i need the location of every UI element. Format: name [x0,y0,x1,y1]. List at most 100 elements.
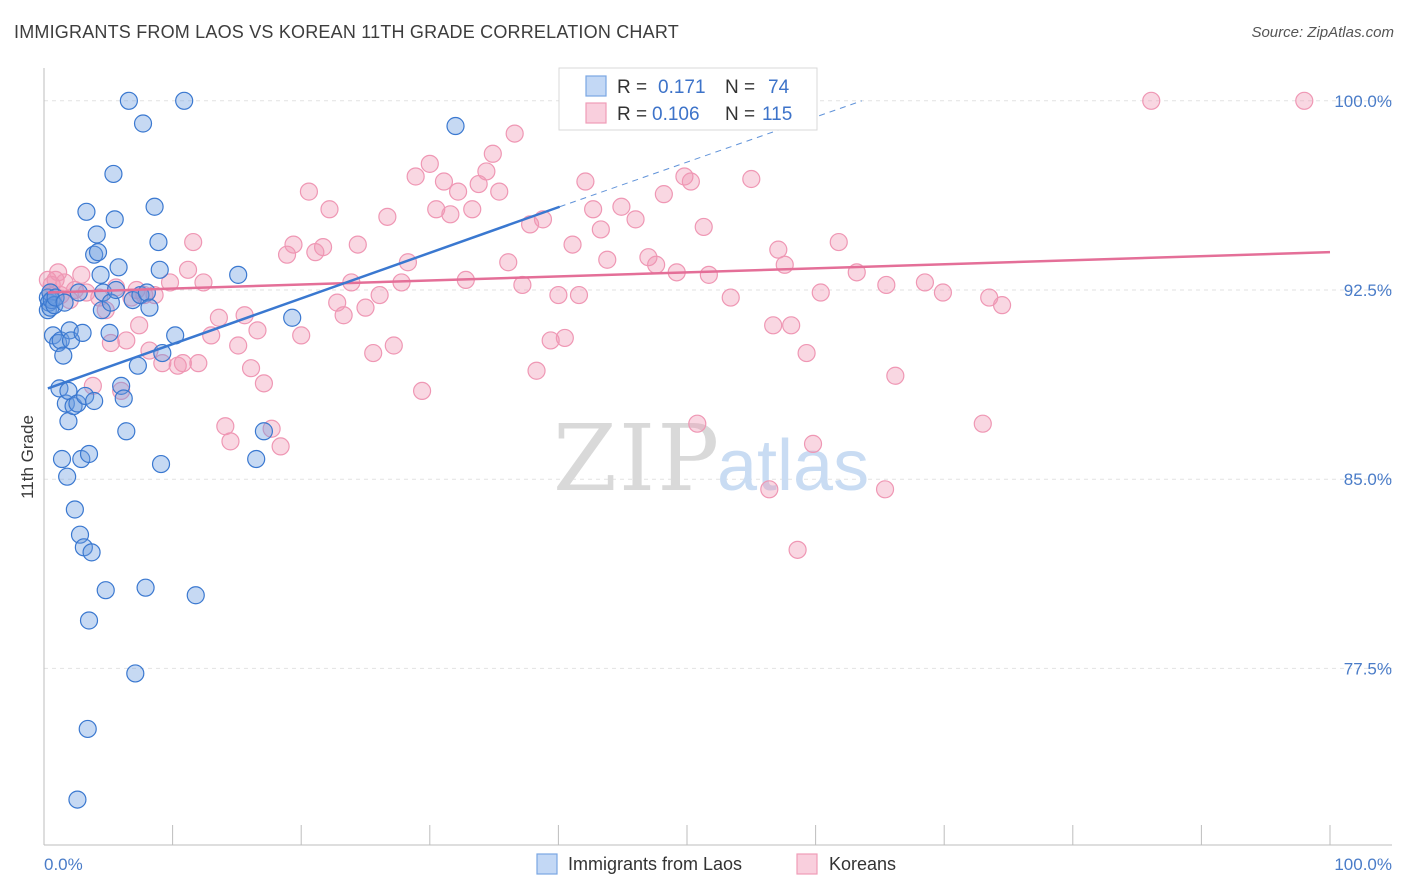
legend-swatch-koreans [585,102,607,124]
point-laos [446,116,465,136]
point-laos [119,91,138,110]
point-koreans [563,235,582,254]
point-koreans [168,356,187,375]
point-koreans [334,306,353,325]
point-koreans [49,263,68,282]
point-koreans [284,235,303,254]
legend-n-label-koreans: N = [725,104,755,125]
point-laos [254,422,274,441]
point-koreans [505,124,524,143]
legend-r-value-laos: 0.171 [658,77,706,98]
y-tick-label: 77.5% [1344,659,1392,678]
point-koreans [72,265,91,284]
point-laos [150,260,169,279]
point-laos [65,500,84,519]
point-laos [85,391,104,411]
point-koreans [384,336,403,355]
legend-n-value-koreans: 115 [762,104,792,125]
point-koreans [803,434,823,453]
legend-n-label-laos: N = [725,77,755,98]
point-koreans [184,232,203,252]
point-laos [78,719,97,739]
point-laos [145,197,164,216]
point-koreans [241,359,261,378]
point-koreans [130,316,149,335]
point-koreans [448,182,468,201]
point-laos [151,454,171,474]
y-tick-label: 100.0% [1334,92,1392,111]
point-laos [283,308,302,327]
point-koreans [992,296,1012,315]
point-koreans [721,288,740,307]
point-koreans [639,248,658,267]
point-koreans [209,308,228,327]
bottom-legend-label-koreans: Koreans [829,854,896,874]
point-koreans [1295,91,1314,110]
point-laos [52,449,72,469]
point-laos [100,323,119,342]
point-koreans [973,414,992,433]
legend-r-label-laos: R = [617,77,647,98]
point-koreans [782,316,801,335]
point-laos [186,586,205,605]
point-koreans [427,200,446,219]
trend-line-laos [47,205,561,390]
point-koreans [527,361,546,380]
x-axis-ticks [43,825,1331,845]
point-koreans [364,343,383,363]
point-koreans [370,285,389,305]
bottom-legend-swatch-koreans [796,853,818,875]
point-koreans [434,172,454,191]
point-laos [87,225,106,244]
series-laos-points [38,91,465,809]
point-koreans [254,374,274,393]
point-koreans [356,298,375,317]
point-koreans [299,182,319,201]
y-tick-label: 92.5% [1344,281,1392,300]
point-laos [109,258,128,277]
point-koreans [549,285,568,305]
point-koreans [412,381,432,401]
point-koreans [292,326,311,345]
point-koreans [1142,91,1161,110]
point-laos [136,578,155,597]
point-koreans [153,354,172,373]
point-koreans [933,283,953,302]
point-koreans [173,354,192,373]
point-koreans [886,366,905,385]
legend-r-label-koreans: R = [617,104,647,125]
point-koreans [875,480,895,499]
point-koreans [277,245,297,264]
point-laos [91,265,110,284]
point-koreans [555,328,574,348]
point-koreans [654,185,673,204]
point-laos [104,164,123,184]
point-koreans [688,414,707,433]
y-tick-label: 85.0% [1344,470,1392,489]
point-koreans [160,273,180,292]
point-koreans [406,167,425,186]
watermark-atlas: atlas [717,426,869,506]
point-koreans [313,238,333,257]
point-laos [137,283,156,302]
point-koreans [769,240,788,259]
y-tick-labels: 77.5% 85.0% 92.5% 100.0% [1334,92,1392,679]
point-koreans [877,275,896,295]
point-koreans [681,172,700,191]
x-tick-label-max: 100.0% [1334,855,1392,874]
legend-swatch-laos [585,75,607,97]
point-koreans [348,235,367,254]
chart-title: IMMIGRANTS FROM LAOS VS KOREAN 11TH GRAD… [14,22,679,42]
point-koreans [788,540,807,559]
point-koreans [221,432,240,451]
point-koreans [569,285,589,305]
point-laos [51,331,70,350]
point-koreans [915,273,935,292]
y-axis-label: 11th Grade [18,415,37,499]
point-laos [82,543,101,562]
point-laos [175,91,194,110]
point-laos [54,346,73,365]
bottom-legend-label-laos: Immigrants from Laos [568,854,742,874]
point-koreans [378,207,397,226]
